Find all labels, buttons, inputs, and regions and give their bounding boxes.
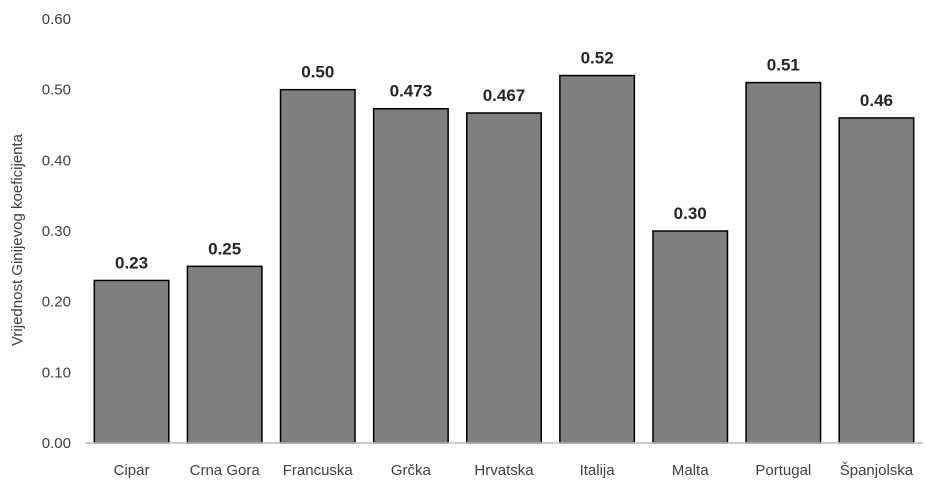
y-tick-label: 0.30	[42, 223, 71, 240]
data-label: 0.23	[115, 253, 148, 272]
y-tick-labels: 0.00 0.10 0.20 0.30 0.40 0.50 0.60	[42, 11, 71, 452]
category-label: Crna Gora	[190, 462, 261, 479]
data-label: 0.46	[860, 91, 893, 110]
category-label: Malta	[672, 462, 709, 479]
bar	[372, 107, 449, 444]
data-label: 0.25	[208, 239, 241, 258]
y-tick-label: 0.20	[42, 294, 71, 311]
y-tick-label: 0.50	[42, 82, 71, 99]
bar	[466, 112, 542, 444]
category-label: Grčka	[391, 462, 432, 479]
category-label: Cipar	[114, 462, 150, 479]
data-label: 0.51	[767, 56, 800, 75]
y-axis-title: Vrijednost Ginijevog koeficijenta	[9, 133, 26, 346]
bar	[838, 117, 915, 444]
bar	[745, 81, 822, 444]
bar	[93, 279, 170, 444]
category-label: Hrvatska	[474, 462, 534, 479]
y-tick-label: 0.40	[42, 152, 71, 169]
category-label: Italija	[580, 462, 616, 479]
category-labels: Cipar Crna Gora Francuska Grčka Hrvatska Ital…	[114, 462, 914, 479]
data-label: 0.467	[483, 86, 526, 105]
data-label: 0.473	[390, 82, 433, 101]
bar	[559, 74, 636, 444]
category-label: Portugal	[755, 462, 811, 479]
bar	[279, 88, 356, 444]
category-label: Španjolska	[840, 462, 914, 479]
bar	[652, 230, 729, 444]
data-labels: 0.23 0.25 0.50 0.473 0.467 0.52 0.30 0.51 0.46	[115, 49, 893, 273]
category-label: Francuska	[283, 462, 354, 479]
bar	[186, 265, 263, 444]
y-tick-label: 0.60	[42, 11, 71, 28]
bars	[93, 74, 915, 444]
y-tick-label: 0.00	[42, 435, 71, 452]
y-tick-label: 0.10	[42, 364, 71, 381]
data-label: 0.50	[301, 63, 334, 82]
data-label: 0.52	[581, 49, 614, 68]
data-label: 0.30	[674, 204, 707, 223]
